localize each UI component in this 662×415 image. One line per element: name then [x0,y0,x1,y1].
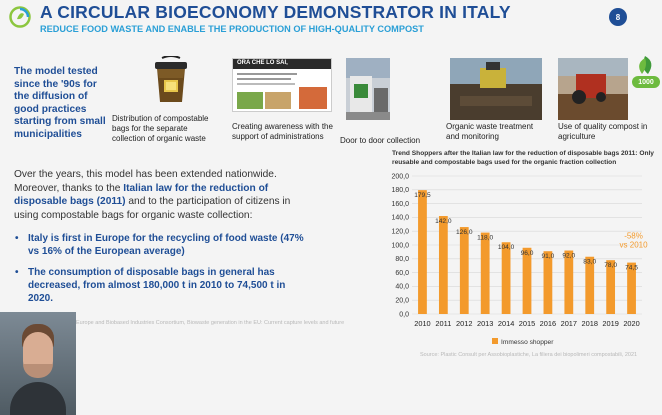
step-caption: Organic waste treatment and monitoring [446,122,534,141]
step-caption: Use of quality compost in agriculture [558,122,648,141]
x-tick-label: 2010 [414,319,430,328]
chart-annotation-vs: vs 2010 [620,241,649,250]
chart-bar [480,232,490,314]
x-tick-label: 2012 [456,319,472,328]
chart-bar [627,262,636,314]
chart-x-axis: 2010 2011 2012 2013 2014 2015 2016 2017 2018 2019… [414,319,640,328]
x-tick-label: 2018 [582,319,598,328]
awareness-poster: ORA CHE LO SAI, [232,58,332,112]
y-tick-label: 100,0 [391,242,409,249]
y-tick-label: 120,0 [391,229,409,236]
x-tick-label: 2020 [623,319,639,328]
compost-bin-icon [148,56,194,106]
bar-value-label: 74,5 [625,265,638,272]
y-tick-label: 0,0 [399,311,409,318]
compost-badge-label: 1000 [632,76,660,88]
footnote-right: Source: Plastic Consult per Assobioplast… [420,352,638,358]
x-tick-label: 2014 [498,319,514,328]
slide-title: A CIRCULAR BIOECONOMY DEMONSTRATOR IN IT… [40,2,511,22]
y-tick-label: 80,0 [395,256,409,263]
bar-value-label: 142,0 [435,218,452,225]
y-tick-label: 160,0 [391,201,409,208]
chart-bar [438,216,448,314]
chart-data-labels: 179,5 142,0 126,0 118,0 104,0 96,0 91,0 92,0 83,… [414,192,638,271]
chart-bar [564,250,574,314]
x-tick-label: 2015 [519,319,535,328]
bar-value-label: 92,0 [562,253,575,260]
bar-value-label: 118,0 [477,235,493,242]
bags-trend-chart: 0,0 20,0 40,0 60,0 80,0 100,0 120,0 140,0 160,0 1… [391,173,649,346]
y-tick-label: 40,0 [395,284,409,291]
bullet-item: The consumption of disposable bags in ge… [14,266,304,305]
chart-annotation-percent: -58% [624,232,643,241]
door-to-door-photo [346,58,390,120]
footnote-left: Europe and Biobased Industries Consortiu… [76,320,345,326]
bar-value-label: 83,0 [583,259,596,266]
chart-bar [418,190,427,314]
bar-value-label: 91,0 [541,253,554,260]
presenter-webcam [0,312,76,415]
chart-bar [459,227,469,314]
y-tick-label: 20,0 [395,298,409,305]
y-tick-label: 60,0 [395,270,409,277]
chart-bar [522,247,532,314]
chart-bar [606,260,616,314]
body-text-part: and to the participation of citizens in … [14,196,291,221]
chart-title: Trend Shoppers after the Italian law for… [392,150,654,166]
x-tick-label: 2016 [540,319,556,328]
italian-law-highlight: Italian law for the reduction of disposa… [14,182,269,208]
step-caption: Distribution of compostable bags for the… [112,114,209,143]
bullet-item: Italy is first in Europe for the recycli… [14,232,304,258]
chart-legend-swatch [492,338,498,344]
bar-value-label: 78,0 [604,262,617,269]
chart-bar [585,256,595,314]
y-tick-label: 140,0 [391,215,409,222]
chart-legend-label: Immesso shopper [501,339,554,346]
bioeconomy-logo-icon [9,6,31,28]
bullet-list: Italy is first in Europe for the recycli… [14,232,304,313]
chart-bar [501,242,511,314]
quality-compost-badge: 1000 [630,54,660,90]
bar-value-label: 179,5 [414,192,431,199]
bar-value-label: 126,0 [456,229,473,236]
x-tick-label: 2011 [435,319,451,328]
x-tick-label: 2017 [561,319,577,328]
slide-subtitle: REDUCE FOOD WASTE AND ENABLE THE PRODUCT… [40,24,424,34]
body-text-part: Over the years, this model has been exte… [14,169,277,194]
leaf-icon [639,56,652,74]
chart-y-axis: 0,0 20,0 40,0 60,0 80,0 100,0 120,0 140,0 160,0 1… [391,173,409,318]
x-tick-label: 2013 [477,319,493,328]
poster-title: ORA CHE LO SAI, [237,60,288,66]
chart-bars [418,190,636,314]
y-tick-label: 180,0 [391,187,409,194]
y-tick-label: 200,0 [391,173,409,180]
chart-bar [543,251,553,314]
body-paragraph: Over the years, this model has been exte… [14,168,300,222]
step-caption: Creating awareness with the support of a… [232,122,333,141]
x-tick-label: 2019 [602,319,618,328]
step-caption: Door to door collection [340,136,421,145]
page-number-badge: 8 [609,8,627,26]
bar-value-label: 96,0 [521,250,534,257]
waste-treatment-photo [450,58,542,120]
intro-text: The model tested since the '90s for the … [14,66,106,140]
agriculture-photo [558,58,628,120]
bar-value-label: 104,0 [498,244,515,251]
